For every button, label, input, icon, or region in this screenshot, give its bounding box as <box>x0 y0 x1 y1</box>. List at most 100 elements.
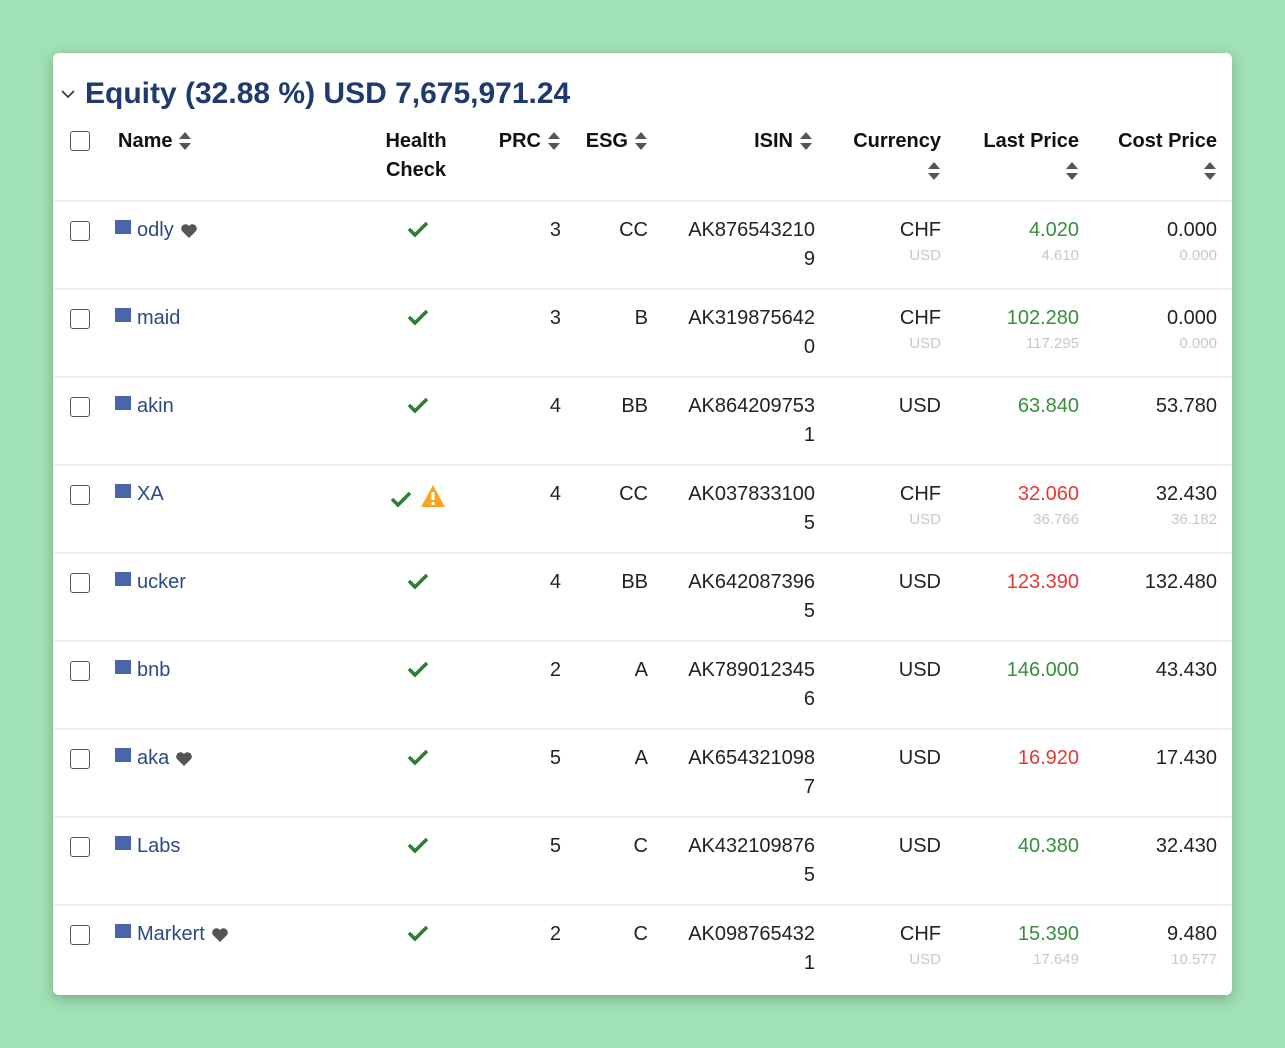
company-name[interactable]: akin <box>137 395 174 417</box>
checkbox[interactable] <box>70 925 90 945</box>
column-header[interactable]: Name <box>118 130 173 152</box>
esg: B <box>634 307 648 329</box>
prc: 5 <box>549 835 561 857</box>
checkbox[interactable] <box>70 485 90 505</box>
isin: AK4321098765 <box>688 835 815 886</box>
prc: 4 <box>549 483 561 505</box>
currency: USD <box>898 571 941 593</box>
separator <box>53 816 1232 818</box>
last-price: 146.000 <box>1006 659 1079 681</box>
checkbox[interactable] <box>70 573 90 593</box>
separator <box>53 200 1232 202</box>
column-header[interactable]: PRC <box>498 130 541 152</box>
prc: 2 <box>549 923 561 945</box>
checkbox[interactable] <box>70 661 90 681</box>
isin: AK0378331005 <box>688 483 815 534</box>
cost-price: 0.000 <box>1166 307 1217 329</box>
currency: CHF <box>899 307 941 329</box>
sort-icon[interactable] <box>634 131 648 156</box>
company-name[interactable]: Labs <box>137 835 181 857</box>
currency: USD <box>898 395 941 417</box>
favorite-icon[interactable] <box>180 223 198 244</box>
isin: AK3198756420 <box>688 307 815 358</box>
currency-sub: USD <box>909 511 941 528</box>
checkbox[interactable] <box>70 131 90 151</box>
separator <box>53 904 1232 906</box>
esg: BB <box>621 571 648 593</box>
checkbox[interactable] <box>70 749 90 769</box>
company-logo <box>115 484 131 498</box>
company-name[interactable]: ucker <box>137 571 186 593</box>
sort-icon[interactable] <box>927 161 941 186</box>
currency: CHF <box>899 483 941 505</box>
favorite-icon[interactable] <box>175 751 193 772</box>
sort-icon[interactable] <box>547 131 561 156</box>
last-price: 15.390 <box>1017 923 1079 945</box>
company-name[interactable]: odly <box>137 219 174 241</box>
sort-icon[interactable] <box>178 131 192 156</box>
column-header[interactable]: Cost Price <box>1118 130 1217 152</box>
cost-price: 32.430 <box>1155 835 1217 857</box>
esg: C <box>633 923 648 945</box>
column-header: Health Check <box>385 130 447 181</box>
separator <box>53 552 1232 554</box>
company-logo <box>115 220 131 234</box>
cost-price: 17.430 <box>1155 747 1217 769</box>
prc: 2 <box>549 659 561 681</box>
last-price-sub: 4.610 <box>1041 247 1079 264</box>
sort-icon[interactable] <box>1203 161 1217 186</box>
isin: AK7890123456 <box>688 659 815 710</box>
prc: 3 <box>549 307 561 329</box>
currency: CHF <box>899 219 941 241</box>
isin: AK6543210987 <box>688 747 815 798</box>
separator <box>53 464 1232 466</box>
cost-price: 132.480 <box>1144 571 1217 593</box>
sort-icon[interactable] <box>799 131 813 156</box>
sort-icon[interactable] <box>1065 161 1079 186</box>
cost-price: 9.480 <box>1166 923 1217 945</box>
health-check <box>407 748 429 771</box>
isin: AK8765432109 <box>688 219 815 270</box>
separator <box>53 640 1232 642</box>
checkbox[interactable] <box>70 221 90 241</box>
cost-price: 32.430 <box>1155 483 1217 505</box>
company-name[interactable]: Markert <box>137 923 205 945</box>
checkbox[interactable] <box>70 397 90 417</box>
isin: AK0987654321 <box>688 923 815 974</box>
currency: CHF <box>899 923 941 945</box>
last-price: 123.390 <box>1006 571 1079 593</box>
last-price-sub: 36.766 <box>1033 511 1079 528</box>
currency: USD <box>898 835 941 857</box>
checkbox[interactable] <box>70 837 90 857</box>
favorite-icon[interactable] <box>211 927 229 948</box>
cost-price-sub: 10.577 <box>1171 951 1217 968</box>
cost-price: 0.000 <box>1166 219 1217 241</box>
company-logo <box>115 308 131 322</box>
currency: USD <box>898 659 941 681</box>
esg: CC <box>619 219 648 241</box>
company-name[interactable]: aka <box>137 747 170 769</box>
collapse-chevron[interactable] <box>61 89 75 99</box>
last-price: 102.280 <box>1006 307 1079 329</box>
esg: C <box>633 835 648 857</box>
isin: AK8642097531 <box>688 395 815 446</box>
column-header[interactable]: Currency <box>853 130 941 152</box>
company-logo <box>115 396 131 410</box>
cost-price-sub: 36.182 <box>1171 511 1217 528</box>
prc: 3 <box>549 219 561 241</box>
company-logo <box>115 572 131 586</box>
company-name[interactable]: maid <box>137 307 181 329</box>
health-check <box>407 836 429 859</box>
company-logo <box>115 924 131 938</box>
company-name[interactable]: bnb <box>137 659 171 681</box>
prc: 5 <box>549 747 561 769</box>
column-header[interactable]: Last Price <box>983 130 1079 152</box>
cost-price-sub: 0.000 <box>1179 247 1217 264</box>
column-header[interactable]: ESG <box>585 130 628 152</box>
last-price: 32.060 <box>1017 483 1079 505</box>
checkbox[interactable] <box>70 309 90 329</box>
separator <box>53 288 1232 290</box>
column-header[interactable]: ISIN <box>754 130 793 152</box>
esg: A <box>634 747 648 769</box>
company-name[interactable]: XA <box>137 483 164 505</box>
